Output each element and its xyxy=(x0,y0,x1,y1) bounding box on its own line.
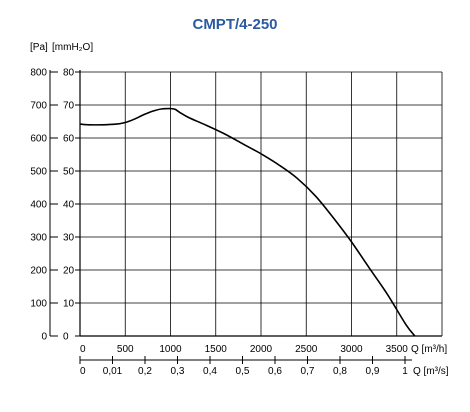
y-secondary-tick-label: 50 xyxy=(63,167,75,178)
y-primary-tick-label: 700 xyxy=(30,101,47,112)
y-axis-label-secondary: [mmH₂O] xyxy=(52,42,93,53)
x-axis-primary-ticks: 0 500 1000 1500 2000 2500 3000 3500 xyxy=(80,344,408,355)
y-secondary-tick-label: 40 xyxy=(63,200,75,211)
x-secondary-tick-label: 0,3 xyxy=(171,366,185,377)
y-secondary-tick-label: 80 xyxy=(63,68,75,79)
x-primary-tick-label: 2000 xyxy=(250,344,273,355)
y-primary-tick-label: 300 xyxy=(30,233,47,244)
x-primary-tick-label: 3000 xyxy=(340,344,363,355)
x-secondary-tick-label: 0,5 xyxy=(236,366,250,377)
x-secondary-tick-label: 0,6 xyxy=(268,366,282,377)
y-primary-tick-label: 0 xyxy=(41,332,47,343)
x-secondary-tick-label: 0,8 xyxy=(333,366,347,377)
x-primary-tick-label: 500 xyxy=(117,344,134,355)
y-axis-secondary-ticks: 0 10 20 30 40 50 60 70 80 xyxy=(63,68,80,343)
x-axis-secondary-ticks: 0 0,01 0,2 0,3 0,4 0,5 0,6 0,7 0,8 0,9 1 xyxy=(79,356,412,377)
y-axis-label: [Pa] [mmH₂O] xyxy=(30,42,93,53)
y-primary-tick-label: 400 xyxy=(30,200,47,211)
y-primary-tick-label: 200 xyxy=(30,266,47,277)
x-primary-tick-label: 3500 xyxy=(386,344,409,355)
series-line xyxy=(79,107,416,337)
y-primary-tick-label: 100 xyxy=(30,299,47,310)
x-secondary-tick-label: 0,9 xyxy=(366,366,380,377)
x-primary-tick-label: 1000 xyxy=(159,344,182,355)
y-axis-label-primary: [Pa] xyxy=(30,42,48,53)
y-primary-tick-label: 600 xyxy=(30,134,47,145)
y-secondary-tick-label: 0 xyxy=(63,332,69,343)
x-secondary-tick-label: 1 xyxy=(402,366,408,377)
x-primary-tick-label: 1500 xyxy=(205,344,228,355)
chart-title: CMPT/4-250 xyxy=(192,16,277,33)
y-secondary-tick-label: 30 xyxy=(63,233,75,244)
y-secondary-tick-label: 10 xyxy=(63,299,75,310)
y-primary-tick-label: 500 xyxy=(30,167,47,178)
x-axis-label-secondary: Q [m³/s] xyxy=(413,366,449,377)
x-secondary-tick-label: 0,2 xyxy=(138,366,152,377)
x-axis-label-primary: Q [m³/h] xyxy=(411,344,447,355)
y-primary-tick-label: 800 xyxy=(30,68,47,79)
x-secondary-tick-label: 0,7 xyxy=(301,366,315,377)
x-secondary-tick-label: 0,4 xyxy=(203,366,217,377)
x-primary-tick-label: 2500 xyxy=(295,344,318,355)
y-secondary-tick-label: 20 xyxy=(63,266,75,277)
y-secondary-tick-label: 60 xyxy=(63,134,75,145)
x-secondary-tick-label: 0,01 xyxy=(103,366,123,377)
x-primary-tick-label: 0 xyxy=(80,344,86,355)
series-group xyxy=(79,107,416,337)
plot-grid xyxy=(80,71,443,336)
y-axis-primary-ticks: 0 100 200 300 400 500 600 700 800 xyxy=(30,68,58,343)
axes xyxy=(79,70,442,337)
y-secondary-tick-label: 70 xyxy=(63,101,75,112)
x-secondary-tick-label: 0 xyxy=(80,366,86,377)
